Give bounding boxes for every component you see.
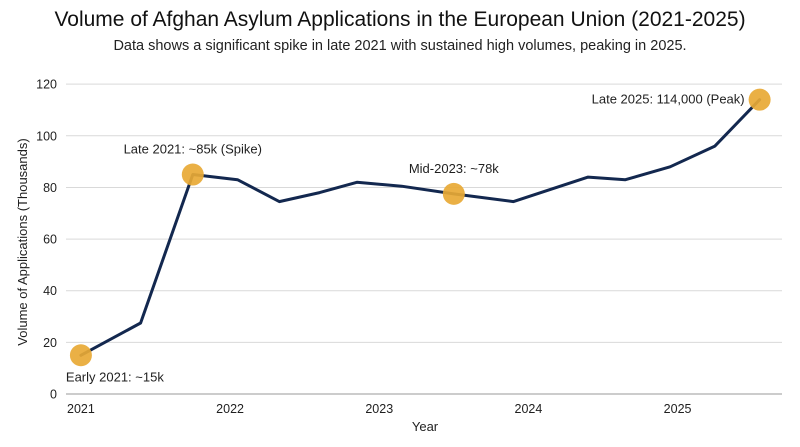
- highlight-point: [748, 88, 771, 111]
- annotation-label: Early 2021: ~15k: [66, 369, 164, 384]
- series-line: [79, 98, 762, 357]
- series-layer: [79, 98, 762, 357]
- y-tick-label: 80: [43, 181, 57, 195]
- gridlines: [66, 83, 782, 395]
- x-tick-label: 2025: [664, 402, 692, 416]
- y-tick-label: 120: [36, 78, 57, 92]
- annotation-label: Mid-2023: ~78k: [409, 161, 499, 176]
- highlight-point: [442, 182, 465, 205]
- chart-subtitle: Data shows a significant spike in late 2…: [113, 38, 687, 54]
- annotation-label: Late 2021: ~85k (Spike): [124, 142, 262, 157]
- x-tick-label: 2023: [365, 402, 393, 416]
- x-tick-label: 2021: [67, 402, 95, 416]
- highlight-point: [181, 163, 204, 186]
- y-tick-label: 40: [43, 284, 57, 298]
- annotations: Early 2021: ~15k Late 2021: ~85k (Spike) M…: [66, 92, 745, 385]
- y-axis-label: Volume of Applications (Thousands): [15, 138, 30, 345]
- highlight-markers: [69, 88, 771, 367]
- chart-title: Volume of Afghan Asylum Applications in …: [54, 8, 746, 31]
- y-tick-label: 60: [43, 233, 57, 247]
- x-tick-label: 2022: [216, 402, 244, 416]
- y-tick-label: 0: [50, 388, 57, 402]
- axes: 0 20 40 60 80 100 120 2021 2022 2023 2024 2025: [36, 78, 691, 416]
- x-tick-label: 2024: [515, 402, 543, 416]
- y-tick-label: 20: [43, 336, 57, 350]
- annotation-label: Late 2025: 114,000 (Peak): [592, 92, 745, 107]
- highlight-point: [69, 344, 92, 367]
- x-axis-label: Year: [412, 419, 439, 434]
- y-tick-label: 100: [36, 129, 57, 143]
